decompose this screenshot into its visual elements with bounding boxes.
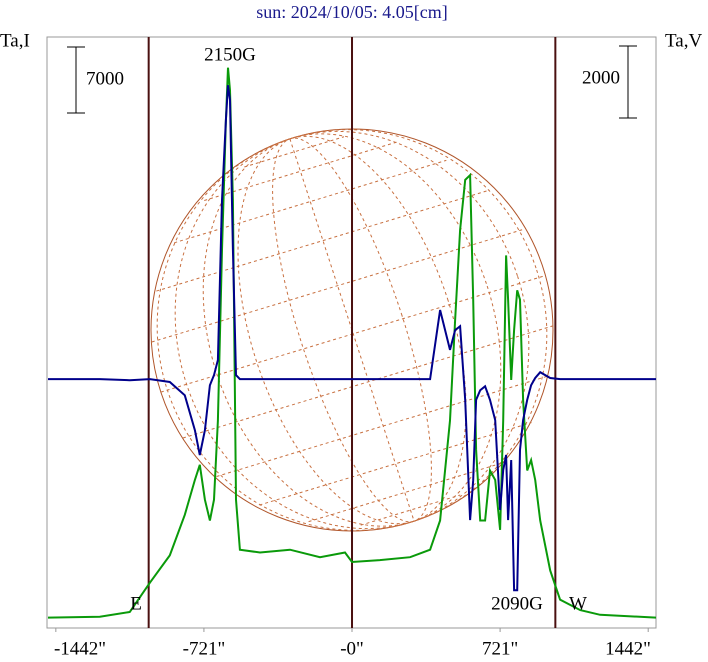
annotation: E [130,593,142,614]
series-line [47,67,657,619]
x-tick-label: -721" [183,638,226,659]
parallel [160,275,546,393]
parallel [182,324,555,439]
series-line [48,85,656,592]
x-tick-label: -0" [340,638,364,659]
parallel [259,422,532,506]
x-tick-label: 1442" [605,638,651,659]
parallel [360,494,461,526]
scale-bar-label: 7000 [86,68,124,89]
y2-axis-label: Ta,V [665,30,702,51]
annotation: W [569,593,587,614]
parallel [156,189,490,292]
annotation: 2090G [491,593,543,614]
meridian [237,135,467,525]
parallel [244,136,345,168]
parallel [151,228,524,343]
annotation: 2150G [204,44,256,65]
parallel [174,159,447,244]
scale-bar-label: 2000 [582,67,620,88]
y-axis-label: Ta,I [0,30,30,51]
coordinate-grid [151,129,555,531]
x-tick-label: -1442" [54,638,106,659]
parallel [216,375,550,477]
x-tick-label: 721" [482,638,518,659]
chart-title: sun: 2024/10/05: 4.05[cm] [256,2,448,22]
